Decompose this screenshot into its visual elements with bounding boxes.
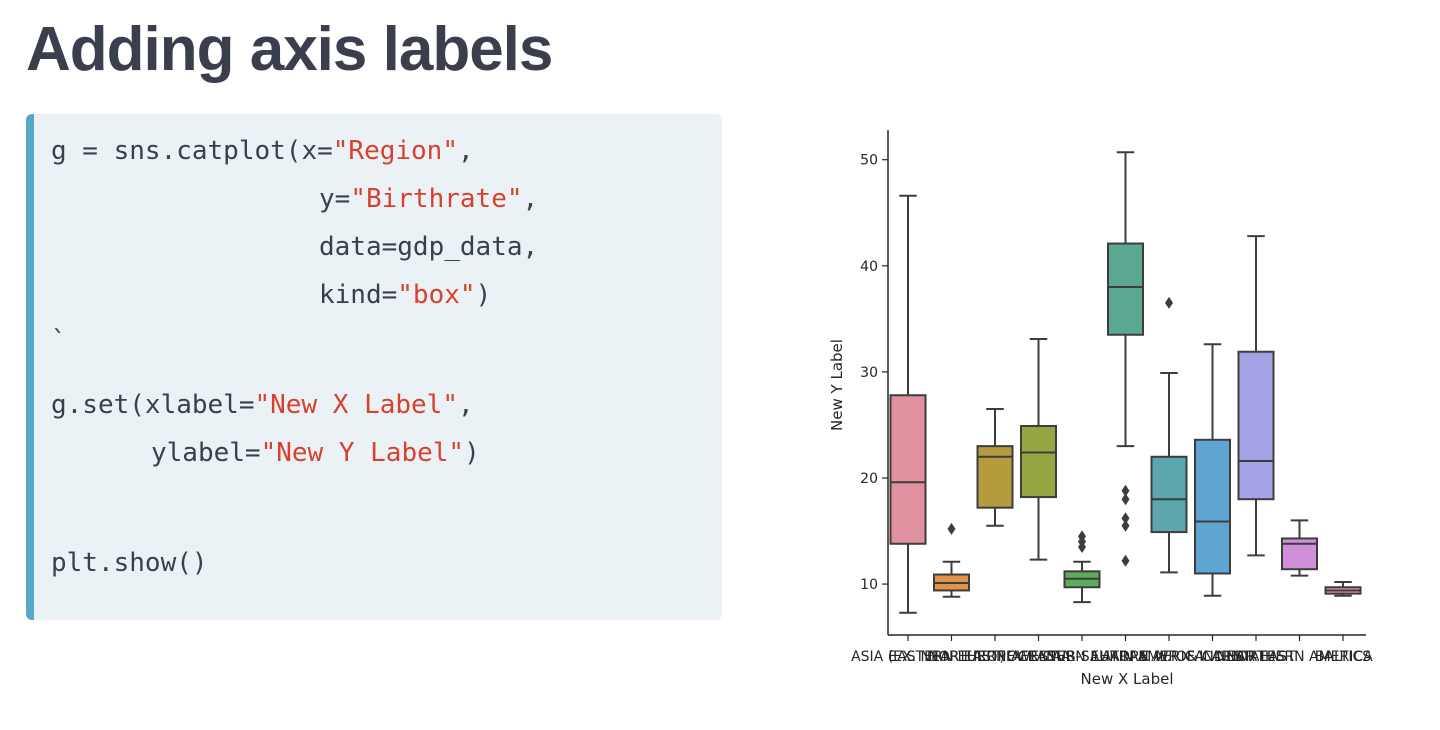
box-outlier — [1121, 554, 1130, 567]
code-text: ylabel= — [151, 438, 261, 468]
box-outlier — [947, 522, 956, 535]
y-tick-label: 10 — [860, 577, 878, 593]
code-line-7: ylabel="New Y Label") — [151, 438, 480, 468]
y-tick-label: 40 — [860, 259, 878, 275]
box-outlier — [1121, 512, 1130, 525]
box-body — [1237, 350, 1275, 501]
y-axis-title: New Y Label — [828, 339, 846, 431]
code-string: "box" — [397, 280, 476, 310]
box-body — [1107, 242, 1144, 336]
box-body — [1194, 438, 1231, 575]
code-string: "Birthrate" — [350, 184, 523, 214]
x-tick-label: NORTHERN AFRICA — [928, 649, 1062, 665]
x-tick-label: C.W. OF IND. STATES — [1140, 649, 1284, 665]
code-text: g.set(xlabel= — [51, 390, 255, 420]
code-string: "Region" — [332, 136, 458, 166]
code-line-4: kind="box") — [319, 280, 491, 310]
code-text: ) — [475, 280, 492, 310]
code-string: "New X Label" — [254, 390, 459, 420]
x-tick-label: OCEANIA — [1007, 649, 1071, 665]
code-line-5: ` — [51, 326, 67, 356]
code-text: ) — [464, 438, 480, 468]
code-text: g = sns.catplot(x= — [51, 136, 333, 166]
x-tick-label: NORTHERN AMERICA — [1226, 649, 1373, 665]
code-text: , — [458, 136, 474, 166]
code-line-2: y="Birthrate", — [319, 184, 538, 214]
slide-title: Adding axis labels — [26, 15, 553, 84]
x-tick-label: NEAR EAST — [1217, 649, 1296, 665]
code-text: y= — [319, 184, 351, 214]
y-tick-label: 20 — [860, 471, 878, 487]
x-tick-label: WESTERN EUROPE — [1017, 649, 1148, 665]
x-tick-label: LATIN AMER. & CARIB — [1093, 649, 1244, 665]
code-text: , — [522, 184, 539, 214]
box-body — [1020, 424, 1057, 499]
code-text: , — [458, 390, 474, 420]
code-line-3: data=gdp_data, — [319, 232, 539, 262]
code-line-8: plt.show() — [51, 548, 208, 578]
box-outlier — [1121, 484, 1130, 497]
boxplot-chart: 10 20 30 40 50 ASIA (EX. NEAR EAST)EASTERN EU… — [828, 130, 1373, 688]
box-outlier — [1078, 530, 1086, 543]
x-axis-title: New X Label — [1081, 670, 1174, 688]
x-tick-label: EASTERN EUROPE — [888, 649, 1015, 665]
code-text: kind= — [319, 280, 398, 310]
box-outlier — [1121, 519, 1130, 532]
code-block: g = sns.catplot(x="Region", y="Birthrate… — [26, 114, 722, 620]
box-body — [976, 445, 1014, 509]
code-line-6: g.set(xlabel="New X Label", — [51, 390, 474, 420]
y-tick-label: 30 — [860, 365, 878, 381]
code-line-1: g = sns.catplot(x="Region", — [51, 136, 474, 166]
y-tick-label: 50 — [860, 153, 878, 169]
x-tick-label: BALTICS — [1315, 649, 1372, 665]
x-tick-label: SUB-SAHARAN AFRICA — [1047, 649, 1205, 665]
box-body — [889, 394, 927, 545]
box-body — [1150, 455, 1188, 534]
code-string: "New Y Label" — [260, 438, 465, 468]
box-outlier — [1121, 493, 1130, 506]
x-tick-label: ASIA (EX. NEAR EAST) — [851, 649, 1005, 665]
box-outlier — [1165, 296, 1173, 309]
